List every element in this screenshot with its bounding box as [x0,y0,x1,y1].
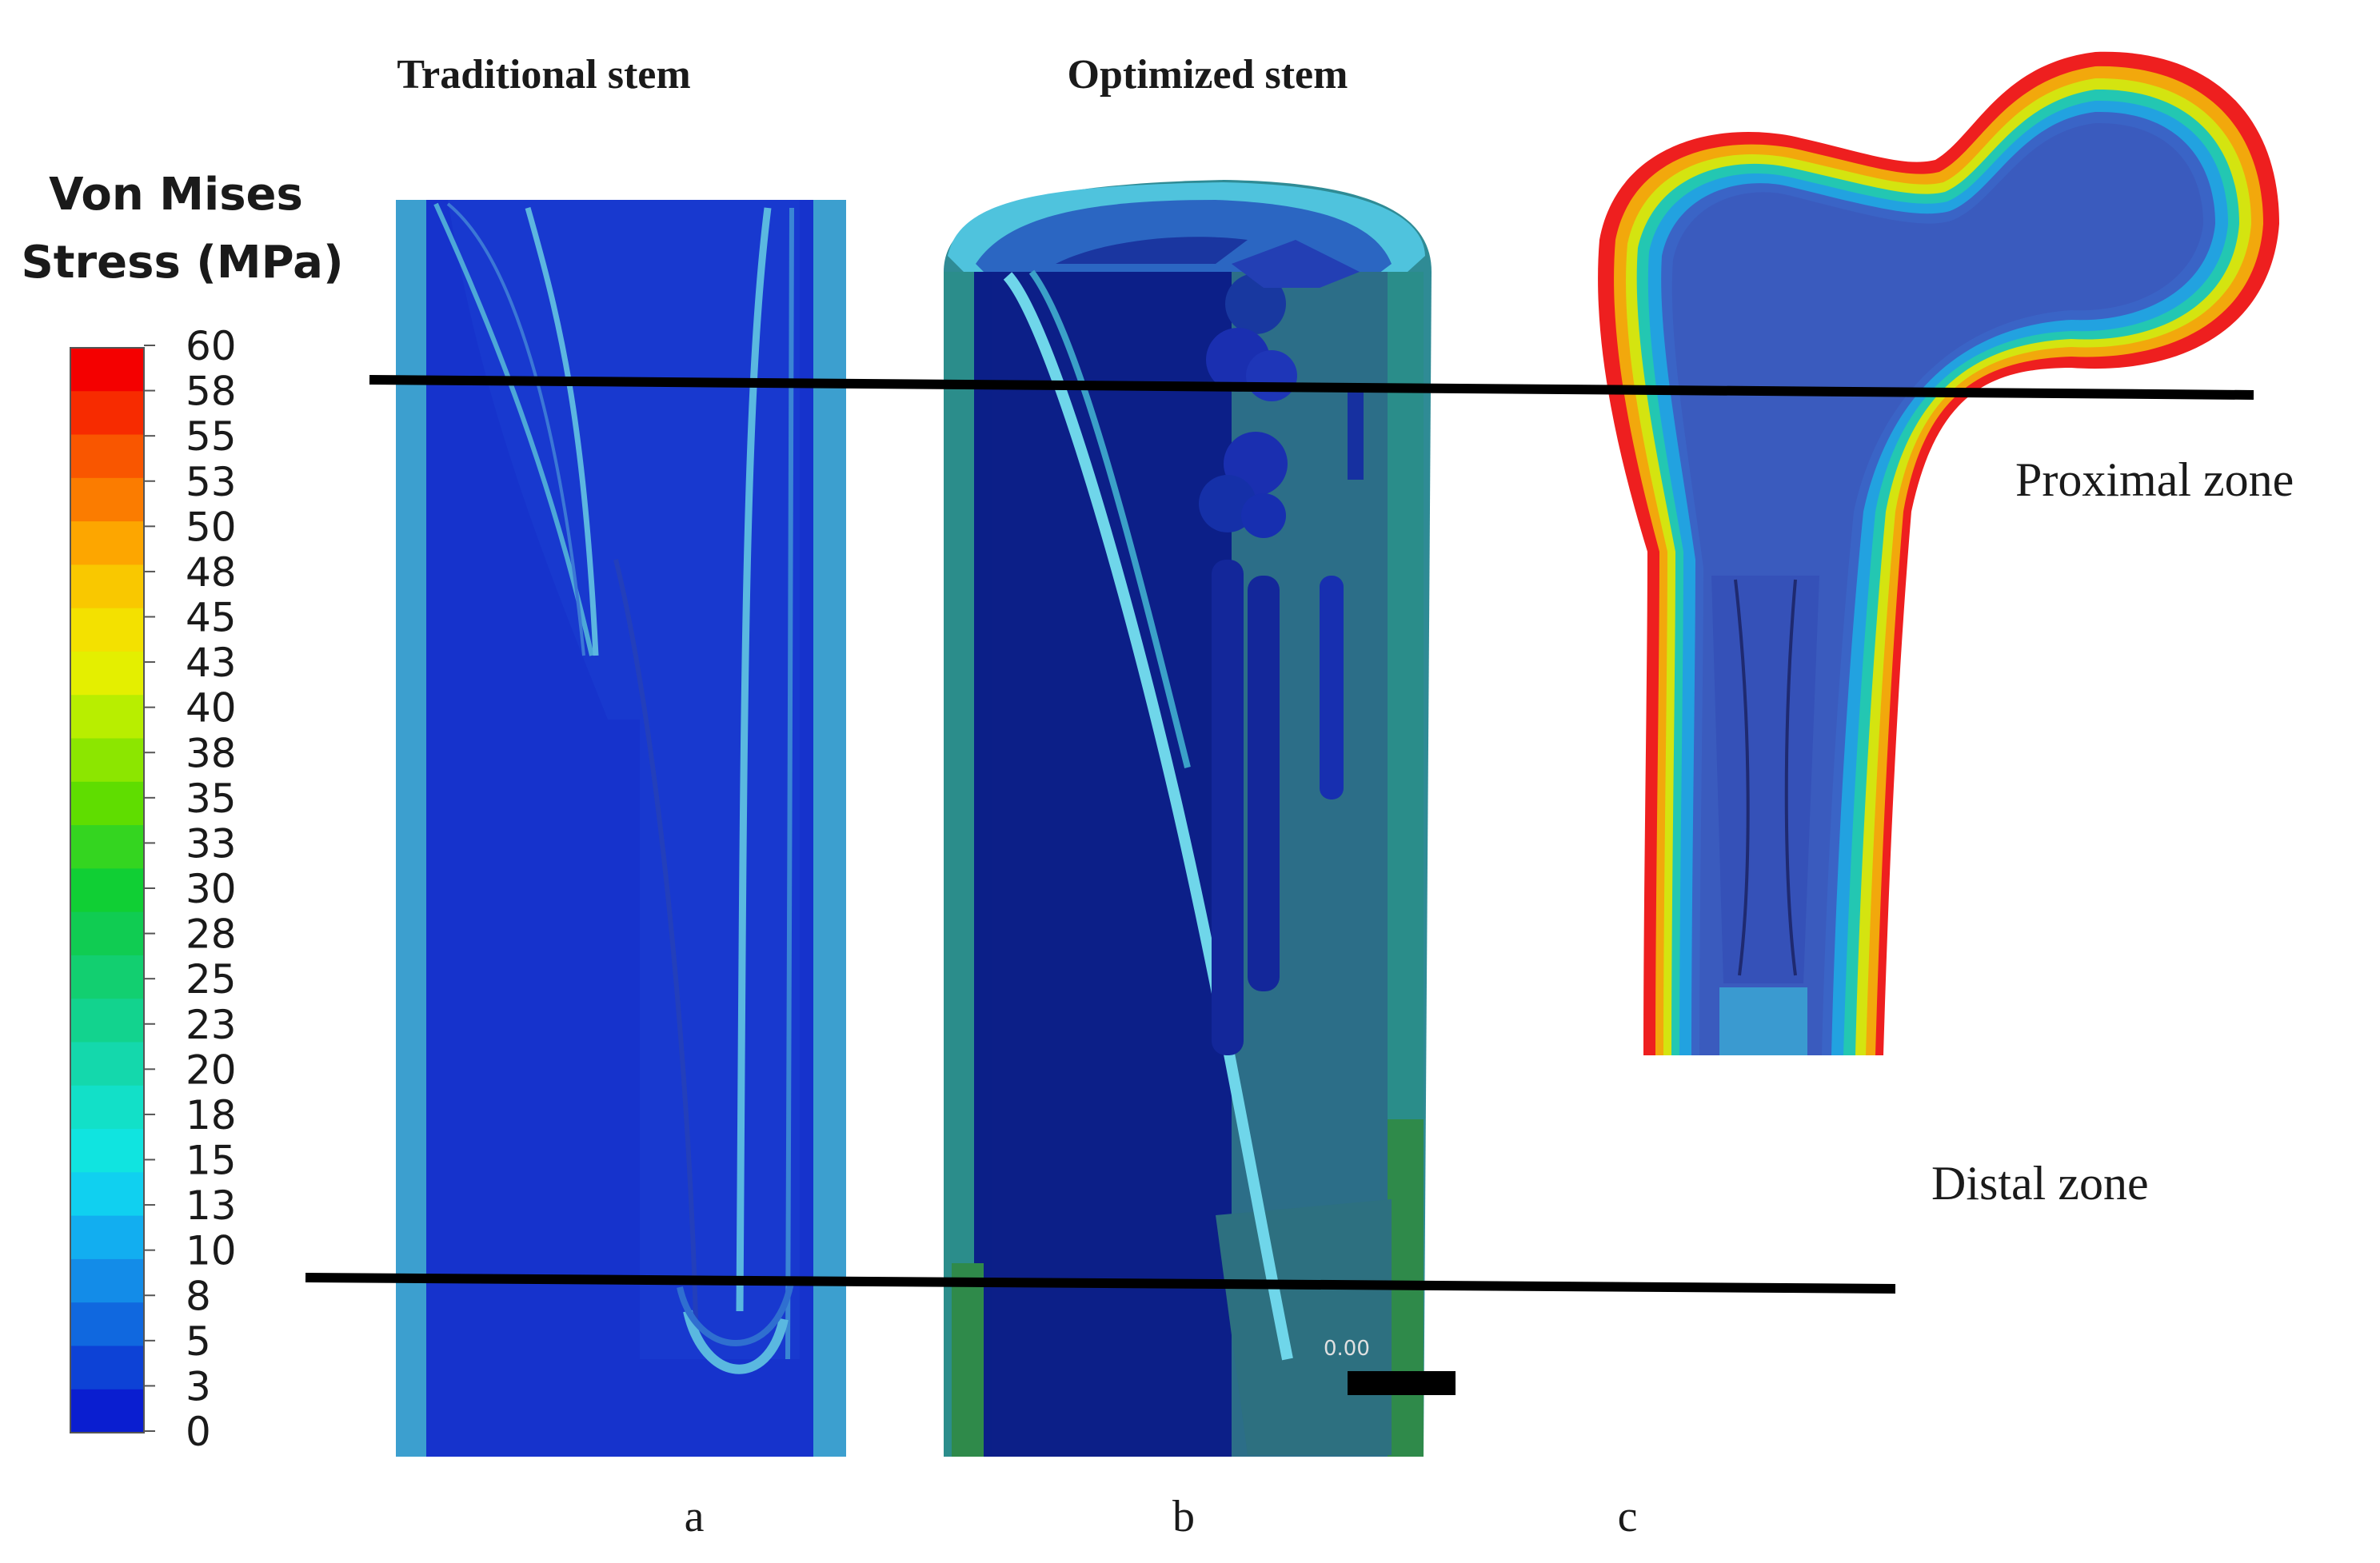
legend-color-segment [70,477,144,522]
legend-color-segment [70,738,144,783]
panel-b-title: Optimized stem [1068,52,1348,98]
legend-tick-label: 50 [186,504,237,550]
femur-cross-section [1598,51,2279,1056]
legend-color-segment [70,521,144,565]
legend-color-segment [70,1129,144,1173]
legend-color-bar [70,347,145,1433]
panel-a-title: Traditional stem [397,52,690,98]
legend-color-segment [70,1085,144,1130]
optimized-stem-model [944,180,1432,1457]
legend-color-segment [70,608,144,652]
legend-tick-label: 15 [186,1138,237,1184]
legend-color-segment [70,434,144,479]
legend-color-segment [70,1042,144,1087]
legend-tick-label: 10 [186,1228,237,1274]
legend-color-segment [70,999,144,1043]
panel-c-caption: c [1618,1492,1638,1541]
legend-bar-border [70,347,145,1433]
legend-tick-label: 13 [186,1182,237,1229]
panel-a-caption: a [685,1492,705,1541]
legend-color-segment [70,1215,144,1260]
proximal-zone-line [369,375,2254,400]
legend-color-segment [70,1258,144,1303]
legend-color-segment [70,348,144,392]
legend-tick-label: 45 [186,595,237,641]
legend-tick-label: 8 [186,1273,211,1319]
legend-tick-labels: 6058555350484543403835333028252320181513… [144,323,237,1455]
proximal-zone-label: Proximal zone [2015,453,2294,506]
legend-color-segment [70,955,144,999]
legend-color-segment [70,695,144,740]
legend-tick-label: 48 [186,549,237,596]
legend-tick-label: 18 [186,1092,237,1138]
distal-zone-line [305,1273,1896,1294]
scale-value: 0.00 [1324,1337,1370,1361]
legend-color-segment [70,1389,144,1433]
legend-color-segment [70,391,144,436]
legend-tick-label: 60 [186,323,237,369]
legend-color-segment [70,911,144,956]
legend-tick-label: 33 [186,820,237,867]
traditional-stem-model [396,200,846,1457]
legend-color-segment [70,825,144,869]
legend-tick-label: 28 [186,911,237,958]
legend-tick-label: 5 [186,1318,211,1365]
legend-color-segment [70,651,144,696]
legend-tick-label: 30 [186,866,237,912]
legend-tick-label: 55 [186,413,237,460]
legend-tick-label: 43 [186,640,237,686]
panel-b-caption: b [1172,1492,1195,1541]
legend-color-segment [70,564,144,609]
legend-tick-label: 0 [186,1409,211,1455]
legend-tick-label: 20 [186,1047,237,1093]
legend-tick-label: 35 [186,776,237,822]
legend-color-segment [70,781,144,826]
legend-color-segment [70,1346,144,1390]
stress-legend: Von Mises Stress (MPa) 60585553504845434… [21,169,343,1455]
legend-color-segment [70,1172,144,1217]
legend-color-segment [70,868,144,913]
legend-color-segment [70,1302,144,1347]
scale-bar [1348,1371,1456,1395]
legend-tick-label: 53 [186,459,237,505]
legend-tick-label: 38 [186,730,237,776]
legend-tick-label: 40 [186,685,237,732]
legend-tick-label: 25 [186,956,237,1003]
distal-zone-label: Distal zone [1931,1157,2149,1210]
legend-tick-label: 23 [186,1002,237,1048]
legend-title-line1: Von Mises [49,169,303,221]
legend-tick-label: 3 [186,1363,211,1409]
legend-title-line2: Stress (MPa) [21,237,343,289]
legend-tick-label: 58 [186,369,237,415]
